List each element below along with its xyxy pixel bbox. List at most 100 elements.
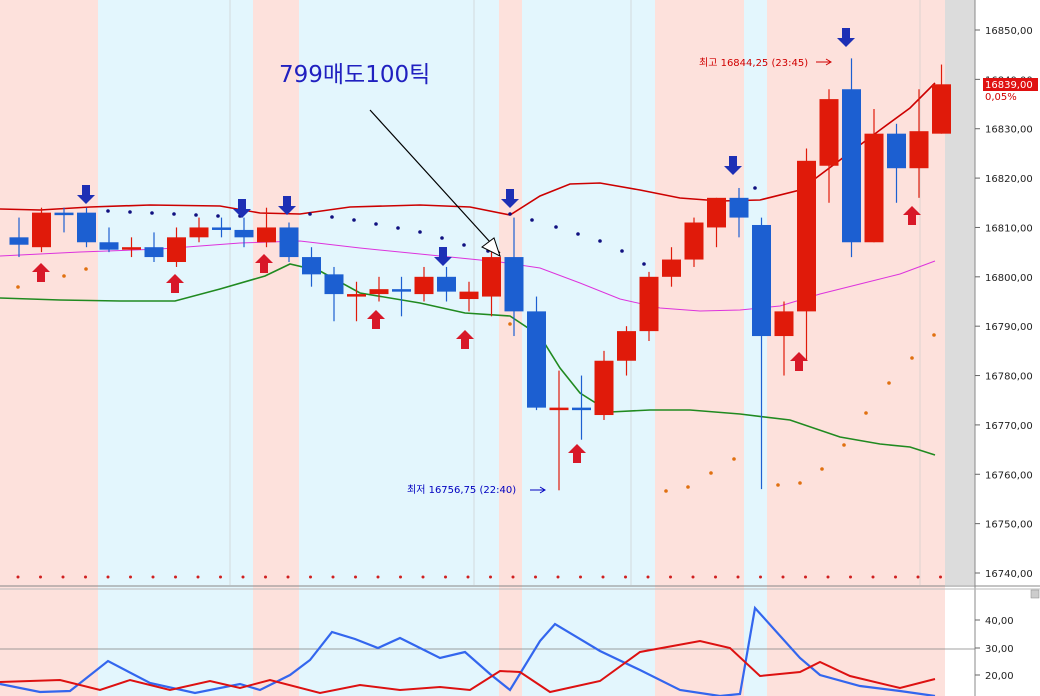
bottom-marker-dot	[61, 575, 65, 579]
bottom-marker-dot	[241, 575, 245, 579]
sar-dot-above	[106, 209, 110, 213]
bottom-marker-dot	[39, 575, 42, 579]
candle-body	[279, 227, 299, 258]
sar-dot-below	[508, 322, 512, 326]
sell-signal-arrow	[278, 196, 296, 215]
candle-body	[842, 89, 861, 243]
bottom-marker-dot	[219, 575, 222, 579]
sar-dot-below	[709, 471, 713, 475]
candle-body	[774, 311, 794, 337]
y-tick-label: 16770,00	[985, 421, 1033, 432]
indicator-blue-line	[0, 605, 936, 696]
sar-dot-above	[462, 243, 466, 247]
bottom-marker-dots	[16, 575, 942, 579]
candle-body	[369, 289, 389, 295]
sar-dot-below	[887, 381, 891, 385]
bottom-marker-dot	[421, 575, 425, 579]
buy-signal-arrow	[456, 330, 474, 349]
bottom-marker-dot	[16, 575, 20, 579]
candle-body	[684, 222, 704, 260]
candle-body	[549, 407, 569, 411]
candle-body	[482, 257, 501, 297]
panel-close-icon[interactable]	[1030, 589, 1040, 599]
sar-dot-below	[776, 483, 780, 487]
y-tick-label: 16850,00	[985, 26, 1033, 37]
bollinger-lower-band	[0, 263, 936, 456]
sar-dot-below	[864, 411, 868, 415]
sar-dot-above	[753, 186, 757, 190]
candle-body	[864, 133, 884, 243]
candle-body	[617, 331, 636, 361]
y-axis-ticks: 16850,0016840,0016830,0016820,0016810,00…	[975, 26, 1033, 580]
bottom-marker-dot	[669, 575, 672, 579]
sar-dot-below	[820, 467, 824, 471]
candle-body	[189, 227, 209, 238]
candle-body	[77, 212, 96, 243]
candle-body	[54, 212, 74, 216]
sar-dot-above	[508, 212, 512, 216]
candlesticks	[9, 58, 951, 491]
sar-dot-above	[396, 226, 400, 230]
sar-dot-below	[62, 274, 66, 278]
y-tick-label: 16810,00	[985, 223, 1033, 234]
candle-body	[122, 247, 141, 250]
bottom-marker-dot	[511, 575, 515, 579]
candle-body	[257, 227, 276, 243]
sar-dot-above	[330, 215, 334, 219]
candle-body	[212, 227, 231, 230]
bottom-marker-dot	[399, 575, 402, 579]
bottom-marker-dot	[871, 575, 875, 579]
bottom-marker-dot	[691, 575, 695, 579]
candle-body	[594, 360, 614, 416]
candle-body	[797, 160, 816, 312]
session-bands	[0, 0, 945, 696]
candle-body	[504, 257, 524, 312]
bottom-marker-dot	[84, 575, 87, 579]
bottom-marker-dot	[489, 575, 492, 579]
sar-dot-below	[664, 489, 668, 493]
bottom-marker-dot	[331, 575, 335, 579]
bottom-marker-dot	[286, 575, 290, 579]
sar-dot-above	[352, 218, 356, 222]
sar-dot-below	[84, 267, 88, 271]
candle-body	[437, 276, 456, 292]
candle-body	[9, 237, 29, 245]
sell-note-annotation: 799매도100틱	[279, 62, 430, 88]
y-axis-strip	[975, 0, 1040, 696]
bottom-marker-dot	[466, 575, 470, 579]
sar-dot-above	[642, 262, 646, 266]
sar-dot-below	[798, 481, 802, 485]
sell-signal-arrow	[434, 247, 452, 266]
bottom-marker-dot	[646, 575, 650, 579]
y-tick-label: 16740,00	[985, 569, 1033, 580]
sar-dot-above	[440, 236, 444, 240]
bottom-marker-dot	[736, 575, 740, 579]
candle-body	[932, 84, 951, 134]
candle-body	[302, 257, 321, 275]
sar-dot-above	[150, 211, 154, 215]
bottom-marker-dot	[129, 575, 132, 579]
indicator-tick-label: 20,00	[985, 671, 1014, 682]
sell-signal-arrow	[77, 185, 95, 204]
candle-body	[887, 133, 906, 169]
bottom-marker-dot	[174, 575, 177, 579]
y-tick-label: 16780,00	[985, 372, 1033, 383]
sar-dot-above	[194, 213, 198, 217]
y-tick-label: 16750,00	[985, 520, 1033, 531]
candle-body	[32, 212, 51, 248]
buy-signal-arrow	[790, 352, 808, 371]
bottom-marker-dot	[556, 575, 560, 579]
bollinger-middle-line	[0, 240, 936, 312]
bottom-marker-dot	[444, 575, 447, 579]
bottom-marker-dot	[759, 575, 762, 579]
sar-dot-above	[128, 210, 132, 214]
bottom-marker-dot	[624, 575, 627, 579]
bottom-marker-dot	[601, 575, 605, 579]
bottom-marker-dot	[196, 575, 200, 579]
buy-signal-arrow	[255, 254, 273, 273]
y-tick-label: 16830,00	[985, 125, 1033, 136]
bottom-marker-dot	[714, 575, 717, 579]
current-price-tag	[983, 78, 1038, 91]
sar-dot-above	[620, 249, 624, 253]
